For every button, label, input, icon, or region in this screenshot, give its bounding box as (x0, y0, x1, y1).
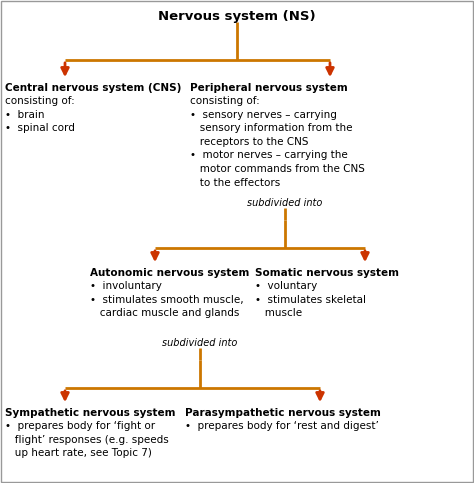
Text: subdivided into: subdivided into (247, 198, 323, 208)
Text: consisting of:
•  sensory nerves – carrying
   sensory information from the
   r: consisting of: • sensory nerves – carryi… (190, 96, 365, 187)
Text: Peripheral nervous system: Peripheral nervous system (190, 83, 348, 93)
Text: •  involuntary
•  stimulates smooth muscle,
   cardiac muscle and glands: • involuntary • stimulates smooth muscle… (90, 281, 244, 318)
Text: Nervous system (NS): Nervous system (NS) (158, 10, 316, 23)
Text: •  prepares body for ‘rest and digest’: • prepares body for ‘rest and digest’ (185, 421, 379, 431)
Text: Autonomic nervous system: Autonomic nervous system (90, 268, 249, 278)
Text: subdivided into: subdivided into (162, 338, 237, 348)
Text: Somatic nervous system: Somatic nervous system (255, 268, 399, 278)
Text: •  voluntary
•  stimulates skeletal
   muscle: • voluntary • stimulates skeletal muscle (255, 281, 366, 318)
Text: •  prepares body for ‘fight or
   flight’ responses (e.g. speeds
   up heart rat: • prepares body for ‘fight or flight’ re… (5, 421, 169, 458)
Text: Central nervous system (CNS): Central nervous system (CNS) (5, 83, 182, 93)
Text: Parasympathetic nervous system: Parasympathetic nervous system (185, 408, 381, 418)
Text: Sympathetic nervous system: Sympathetic nervous system (5, 408, 175, 418)
Text: consisting of:
•  brain
•  spinal cord: consisting of: • brain • spinal cord (5, 96, 75, 133)
